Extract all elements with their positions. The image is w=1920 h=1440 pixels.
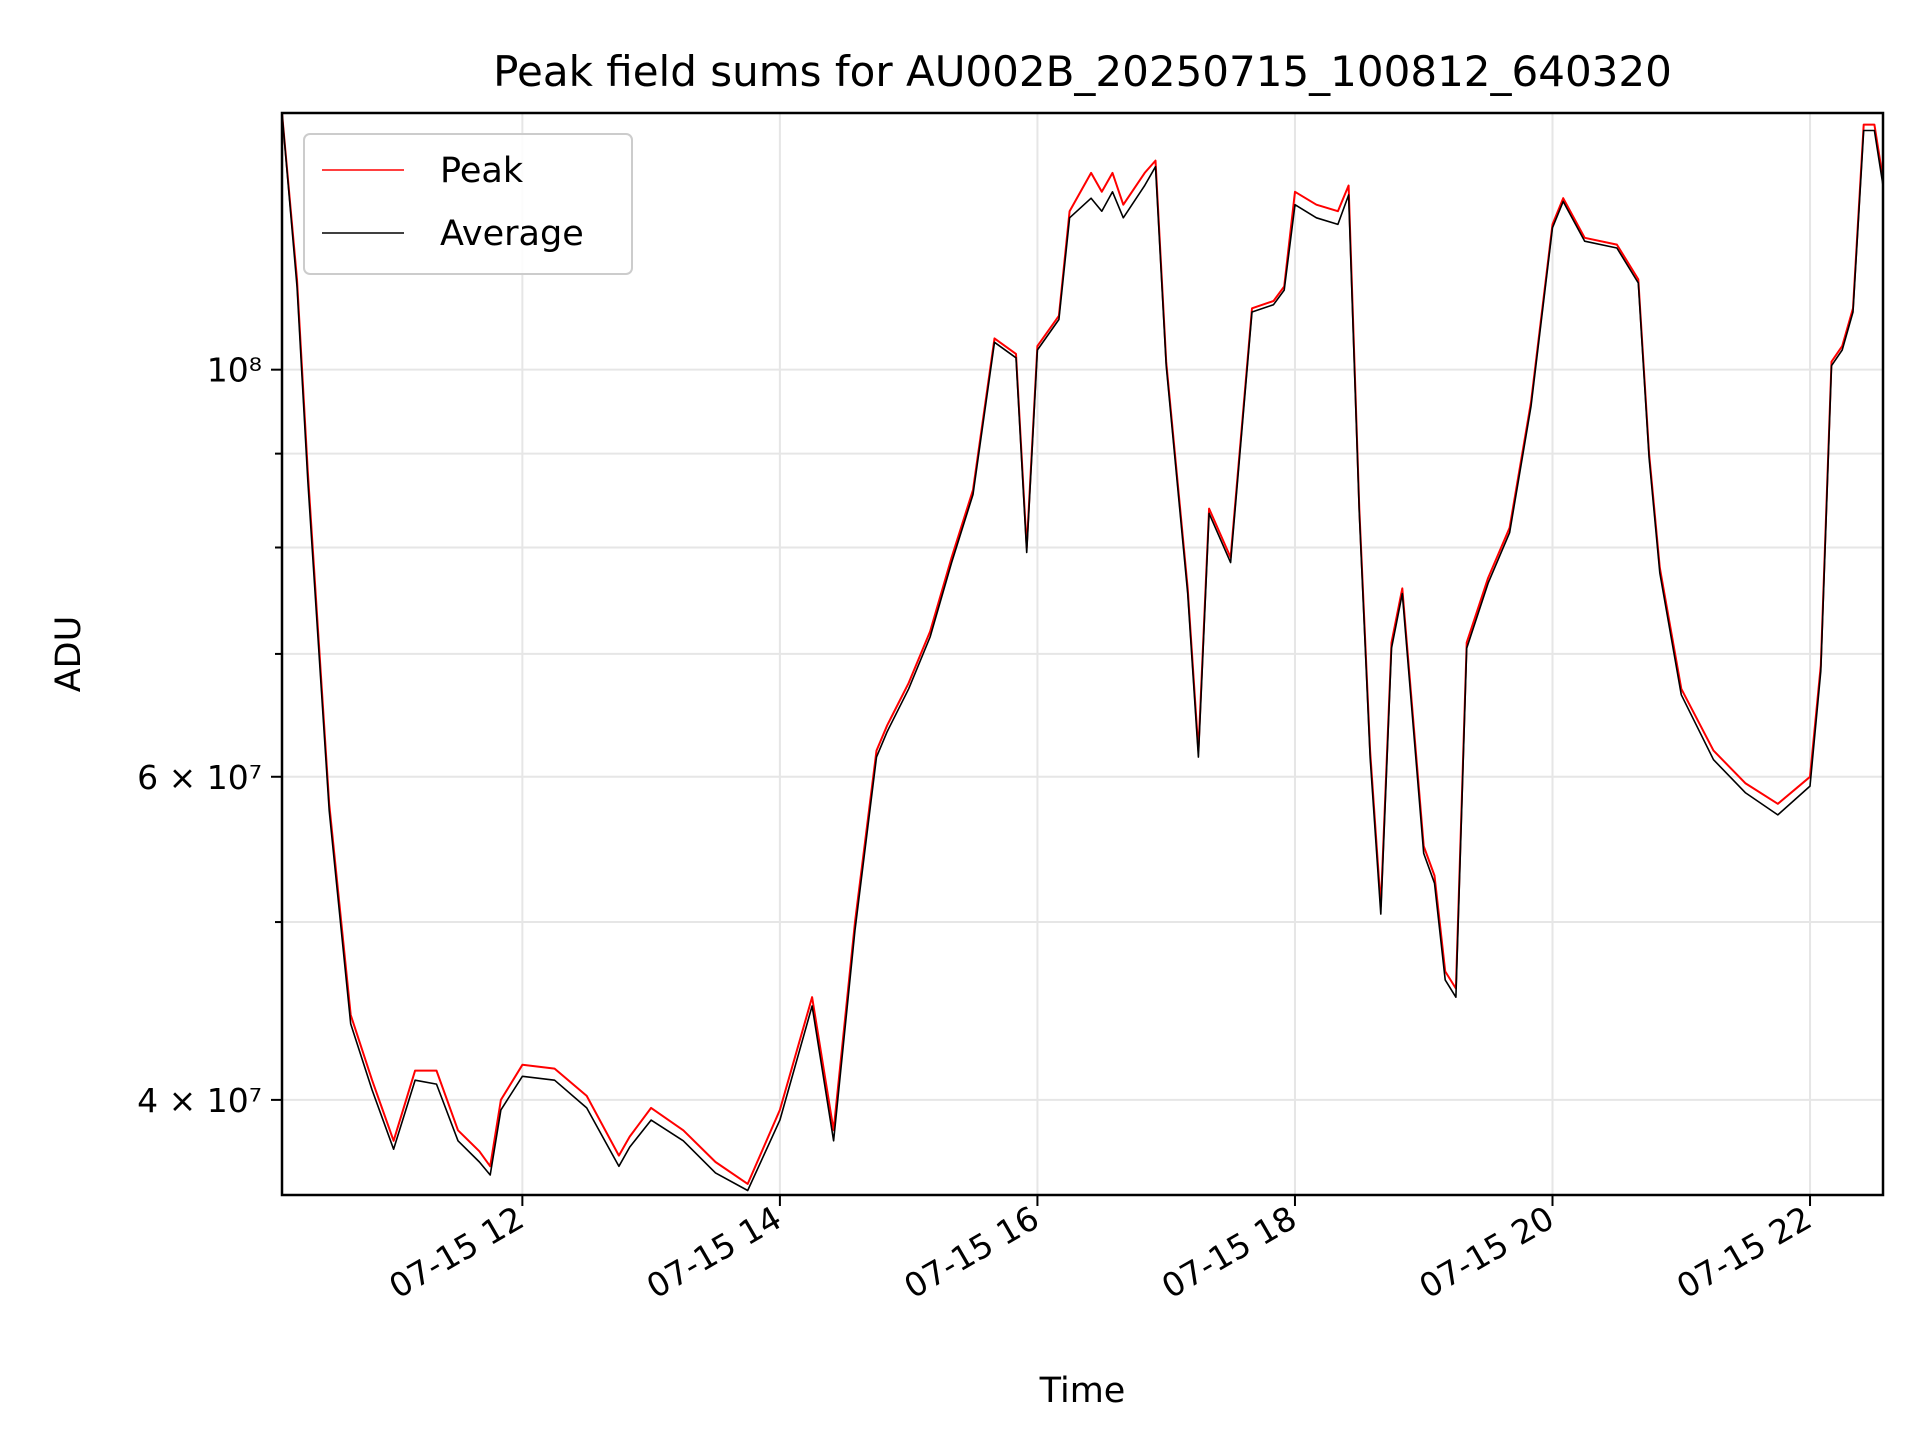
y-tick-label: 10⁸: [207, 351, 262, 390]
legend: Peak Average: [303, 133, 633, 275]
chart-title: Peak field sums for AU002B_20250715_1008…: [493, 47, 1672, 96]
y-tick-label: 6 × 10⁷: [137, 758, 262, 797]
grid: [282, 113, 1883, 1195]
legend-box: [303, 133, 633, 275]
plot-area: [282, 113, 1883, 1192]
y-axis-ticks: 4 × 10⁷ 6 × 10⁷ 10⁸: [137, 351, 282, 1120]
legend-label-average: Average: [440, 214, 584, 254]
legend-label-peak: Peak: [440, 151, 524, 191]
series-layer: [282, 113, 1883, 1192]
y-axis-label: ADU: [49, 616, 89, 693]
series-line-average: [282, 113, 1883, 1192]
y-tick-label: 4 × 10⁷: [137, 1081, 262, 1120]
x-axis-label: Time: [1039, 1371, 1126, 1411]
